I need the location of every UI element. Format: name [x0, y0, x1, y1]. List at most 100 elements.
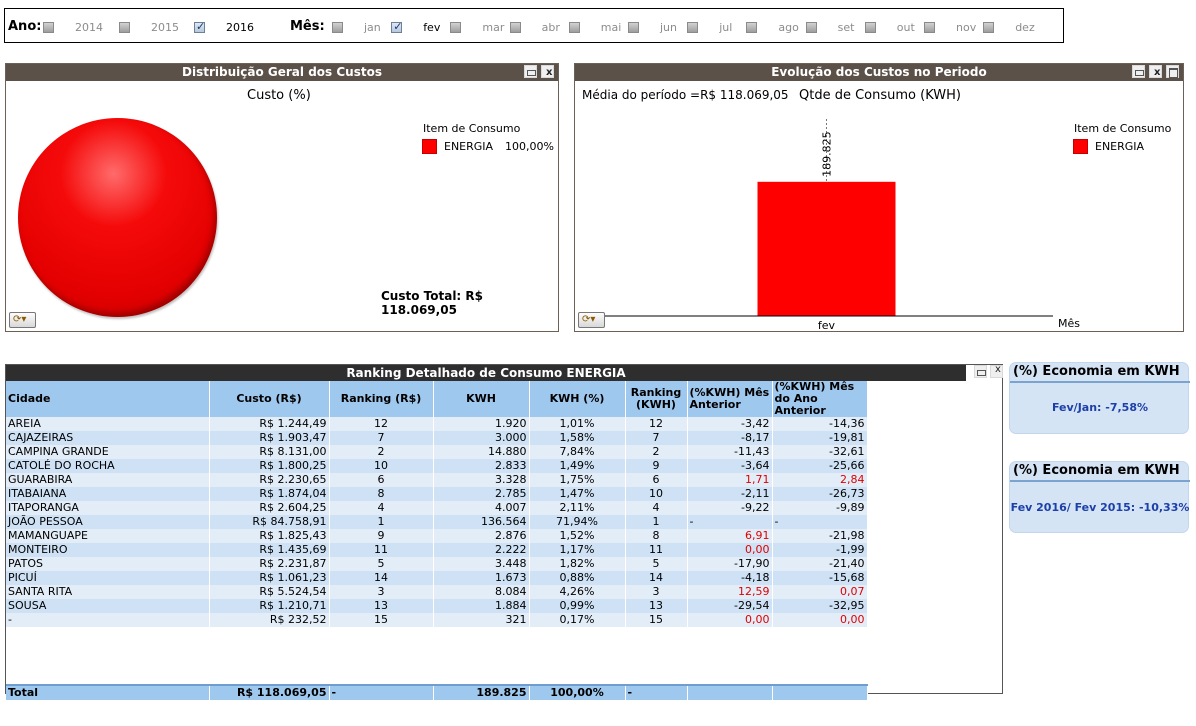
column-header[interactable]: Custo (R$) [209, 381, 330, 417]
checkbox-icon[interactable] [805, 21, 817, 33]
pie-slice-energia[interactable] [18, 118, 217, 317]
checkbox-icon[interactable] [746, 21, 758, 33]
export-excel-icon[interactable] [990, 364, 1003, 378]
checkbox-icon[interactable] [450, 21, 462, 33]
table-cell: R$ 2.230,65 [209, 473, 330, 487]
table-row[interactable]: CATOLÉ DO ROCHA R$ 1.800,25 10 2.833 1,49% 9-… [6, 459, 868, 473]
cycle-chart-button[interactable]: ⟳▾ [9, 312, 36, 328]
table-row[interactable]: AREIA R$ 1.244,49 12 1.920 1,01% 12 -3,42 -14,3… [6, 417, 868, 431]
table-row[interactable]: JOÃO PESSOA R$ 84.758,91 1 136.564 71,94% 1- - [6, 515, 868, 529]
month-option-out[interactable]: out [864, 20, 915, 34]
month-option-ago[interactable]: ago [746, 20, 799, 34]
table-cell[interactable]: ITABAIANA [6, 487, 210, 501]
column-header[interactable]: (%KWH) Mês Anterior [687, 381, 773, 417]
table-row[interactable]: - R$ 232,52 15 321 0,17% 15 0,00 0,00 [6, 613, 868, 627]
table-cell[interactable]: GUARABIRA [6, 473, 210, 487]
export-excel-icon[interactable] [1149, 64, 1162, 81]
print-icon[interactable] [524, 65, 537, 78]
legend-item-label: ENERGIA [444, 140, 494, 153]
table-row[interactable]: ITAPORANGA R$ 2.604,25 4 4.007 2,11% 4 -9,22 -9… [6, 501, 868, 515]
table-cell[interactable]: PICUÍ [6, 571, 210, 585]
column-header[interactable]: Ranking (KWH) [625, 381, 688, 417]
table-cell: 3 [625, 585, 688, 599]
print-icon[interactable] [974, 365, 987, 378]
table-cell[interactable]: CATOLÉ DO ROCHA [6, 459, 210, 473]
month-option-mar[interactable]: mar [450, 20, 504, 34]
month-option-jan[interactable]: jan [332, 20, 381, 34]
checkbox-checked-icon[interactable] [391, 20, 402, 33]
month-option-label: dez [1015, 20, 1035, 34]
table-cell[interactable]: MAMANGUAPE [6, 529, 210, 543]
table-row[interactable]: MONTEIRO R$ 1.435,69 11 2.222 1,17% 11 0,00 -1,… [6, 543, 868, 557]
month-option-set[interactable]: set [805, 20, 854, 34]
month-option-nov[interactable]: nov [924, 20, 976, 34]
table-cell: 8.084 [433, 585, 530, 599]
month-option-dez[interactable]: dez [983, 20, 1035, 34]
table-cell[interactable]: - [6, 613, 210, 627]
print-icon[interactable] [1132, 65, 1145, 78]
table-row[interactable]: PICUÍ R$ 1.061,23 14 1.673 0,88% 14 -4,18 -15,6… [6, 571, 868, 585]
table-total-row: Total R$ 118.069,05-189.825 100,00% - [6, 684, 868, 700]
table-cell[interactable]: AREIA [6, 417, 210, 431]
column-header[interactable]: (%KWH) Mês do Ano Anterior [772, 381, 868, 417]
table-row[interactable]: MAMANGUAPE R$ 1.825,43 9 2.876 1,52% 8 6,91 -21… [6, 529, 868, 543]
month-option-fev[interactable]: fev [391, 20, 440, 34]
table-cell: R$ 1.210,71 [209, 599, 330, 613]
column-header[interactable]: KWH [433, 381, 530, 417]
year-option-2015[interactable]: 2015 [119, 20, 179, 34]
table-cell[interactable]: CAJAZEIRAS [6, 431, 210, 445]
checkbox-icon[interactable] [628, 21, 639, 33]
table-row[interactable]: SOUSA R$ 1.210,71 13 1.884 0,99% 13 -29,54 -32,… [6, 599, 868, 613]
month-option-jul[interactable]: jul [687, 20, 732, 34]
checkbox-icon[interactable] [568, 21, 580, 33]
table-row[interactable]: GUARABIRA R$ 2.230,65 6 3.328 1,75% 6 1,71 2,84 [6, 473, 868, 487]
table-cell: 2.833 [433, 459, 530, 473]
checkbox-icon[interactable] [864, 21, 876, 33]
table-cell[interactable]: SOUSA [6, 599, 210, 613]
checkbox-icon[interactable] [924, 21, 935, 33]
cost-distribution-panel: Distribuição Geral dos Custos Custo (%) … [5, 63, 559, 332]
checkbox-icon[interactable] [332, 21, 343, 33]
cycle-chart-button[interactable]: ⟳▾ [578, 312, 605, 328]
export-excel-icon[interactable] [541, 64, 554, 81]
table-row[interactable]: CAMPINA GRANDE R$ 8.131,00 2 14.880 7,84% 2 -1… [6, 445, 868, 459]
table-cell: 1,82% [529, 557, 626, 571]
table-cell[interactable]: PATOS [6, 557, 210, 571]
cost-evolution-panel: Evolução dos Custos no Periodo Média do … [574, 63, 1184, 332]
year-option-label: 2015 [151, 20, 179, 34]
economy-box-year: (%) Economia em KWH Fev 2016/ Fev 2015: … [1009, 461, 1190, 533]
table-cell[interactable]: SANTA RITA [6, 585, 210, 599]
table-cell: -21,40 [772, 557, 868, 571]
checkbox-icon[interactable] [509, 21, 521, 33]
checkbox-icon[interactable] [983, 21, 995, 33]
column-header[interactable]: KWH (%) [529, 381, 626, 417]
month-option-mai[interactable]: mai [568, 20, 621, 34]
table-row[interactable]: SANTA RITA R$ 5.524,54 3 8.084 4,26% 3 12,59 0,… [6, 585, 868, 599]
table-cell: -26,73 [772, 487, 868, 501]
year-option-2014[interactable]: 2014 [43, 20, 103, 34]
table-row[interactable]: CAJAZEIRAS R$ 1.903,47 7 3.000 1,58% 7 -8,17 -1… [6, 431, 868, 445]
table-cell: 2.222 [433, 543, 530, 557]
year-option-2016[interactable]: 2016 [194, 20, 254, 34]
bar-fev[interactable] [757, 181, 896, 316]
panel-title: Ranking Detalhado de Consumo ENERGIA [6, 365, 966, 381]
table-row[interactable]: PATOS R$ 2.231,87 5 3.448 1,82% 5 -17,90 -21,40 [6, 557, 868, 571]
table-cell[interactable]: MONTEIRO [6, 543, 210, 557]
month-option-abr[interactable]: abr [509, 20, 560, 34]
month-option-jun[interactable]: jun [628, 20, 677, 34]
table-cell[interactable]: CAMPINA GRANDE [6, 445, 210, 459]
table-cell[interactable]: JOÃO PESSOA [6, 515, 210, 529]
checkbox-icon[interactable] [119, 21, 130, 33]
checkbox-checked-icon[interactable] [194, 20, 205, 33]
maximize-icon[interactable] [1166, 65, 1179, 78]
checkbox-icon[interactable] [43, 21, 54, 33]
table-row[interactable]: ITABAIANA R$ 1.874,04 8 2.785 1,47% 10 -2,11 -2… [6, 487, 868, 501]
column-header[interactable]: Cidade [6, 381, 210, 417]
month-option-label: abr [541, 20, 560, 34]
table-cell[interactable]: ITAPORANGA [6, 501, 210, 515]
table-cell: 6 [329, 473, 434, 487]
table-cell: 11 [329, 543, 434, 557]
checkbox-icon[interactable] [687, 21, 699, 33]
column-header[interactable]: Ranking (R$) [329, 381, 434, 417]
total-cell [772, 684, 868, 700]
